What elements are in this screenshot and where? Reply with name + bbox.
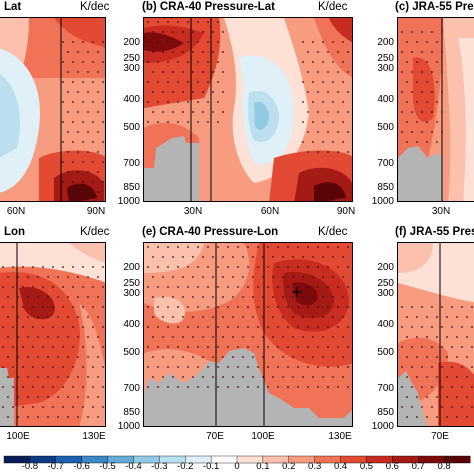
panel-f-ytick-400: 400 <box>377 319 394 330</box>
panel-c-ytick-500: 500 <box>377 122 394 133</box>
significance-stipple <box>62 41 104 193</box>
panel-c-xtick-0: 30N <box>431 206 451 217</box>
significance-stipple <box>147 246 349 388</box>
panel-f-xtick-0: 70E <box>431 431 449 442</box>
panel-c-ytick-700: 700 <box>377 158 394 169</box>
panel-f-ytick-250: 250 <box>377 278 394 289</box>
panel-f-ytick-200: 200 <box>377 262 394 273</box>
panel-c-ytick-850: 850 <box>377 182 394 193</box>
panel-f-ytick-300: 300 <box>377 288 394 299</box>
panel-b-ytick-200: 200 <box>123 37 140 48</box>
colorbar-tick-label: -0.6 <box>73 461 90 472</box>
panel-e-ytick-700: 700 <box>123 383 140 394</box>
panel-a-contours <box>0 18 105 201</box>
panel-f-ytick-500: 500 <box>377 347 394 358</box>
significance-stipple <box>147 21 224 123</box>
panel-c-title: (c) JRA-55 Pres <box>395 1 474 13</box>
panel-a-xtick-0: 60N <box>6 206 26 217</box>
panel-e-ytick-300: 300 <box>123 288 140 299</box>
panel-b-ytick-1000: 1000 <box>117 196 140 207</box>
colorbar-tick-label: -0.3 <box>151 461 168 472</box>
colorbar-tick-label: 0.7 <box>411 461 425 472</box>
panel-d-xtick-1: 130E <box>82 431 106 442</box>
panel-b-ytick-400: 400 <box>123 94 140 105</box>
panel-b-xtick-1: 60N <box>260 206 280 217</box>
panel-e-plot <box>143 242 353 427</box>
panel-c-plot <box>397 17 474 202</box>
panel-e-xtick-0: 70E <box>206 431 224 442</box>
panel-e-ytick-250: 250 <box>123 278 140 289</box>
colorbar-segment <box>443 455 471 464</box>
panel-b-ytick-300: 300 <box>123 63 140 74</box>
colorbar-tick-label: 0.1 <box>256 461 270 472</box>
colorbar-tick-label: -0.2 <box>177 461 194 472</box>
panel-a-xtick-1: 90N <box>86 206 106 217</box>
panel-e-xtick-2: 130E <box>328 431 352 442</box>
colorbar <box>3 455 471 464</box>
panel-b-xtick-0: 30N <box>183 206 203 217</box>
panel-c-ytick-300: 300 <box>377 63 394 74</box>
panel-d-unit: K/dec <box>80 226 110 238</box>
colorbar-tick-label: 0 <box>234 461 240 472</box>
panel-d-contours <box>0 243 105 426</box>
panel-b-ytick-700: 700 <box>123 158 140 169</box>
colorbar-tick-label: 0.5 <box>359 461 374 472</box>
colorbar-tick-label: -0.4 <box>125 461 142 472</box>
panel-e-xtick-1: 100E <box>251 431 275 442</box>
significance-stipple <box>302 41 349 153</box>
panel-f-contours <box>398 243 474 426</box>
colorbar-tick-label: 0.4 <box>333 461 348 472</box>
panel-b-title: (b) CRA-40 Pressure-Lat <box>142 1 275 13</box>
significance-stipple <box>2 266 104 418</box>
panel-b-ytick-500: 500 <box>123 122 140 133</box>
panel-b-ytick-850: 850 <box>123 182 140 193</box>
colorbar-tick-label: 0.3 <box>308 461 322 472</box>
panel-e-title: (e) CRA-40 Pressure-Lon <box>142 226 279 238</box>
panel-d-plot <box>0 242 106 427</box>
significance-stipple <box>401 306 473 418</box>
panel-a-plot <box>0 17 106 202</box>
panel-f-title: (f) JRA-55 Pres <box>395 226 474 238</box>
panel-f-ytick-850: 850 <box>377 407 394 418</box>
panel-e-ytick-500: 500 <box>123 347 140 358</box>
colorbar-tick-label: -0.1 <box>202 461 220 472</box>
panel-c-contours <box>398 18 474 201</box>
panel-f-plot <box>397 242 474 427</box>
panel-c-ytick-200: 200 <box>377 37 394 48</box>
colorbar-tick-label: -0.8 <box>21 461 39 472</box>
panel-d-title: Lon <box>4 226 26 238</box>
panel-f-ytick-700: 700 <box>377 383 394 394</box>
significance-stipple <box>401 31 443 143</box>
colorbar-tick-label: -0.7 <box>47 461 64 472</box>
panel-b-plot <box>143 17 353 202</box>
panel-a-unit: K/dec <box>80 1 110 13</box>
panel-c-ytick-250: 250 <box>377 53 394 64</box>
colorbar-tick-label: 0.8 <box>437 461 451 472</box>
panel-e-ytick-1000: 1000 <box>117 421 140 432</box>
panel-b-unit: K/dec <box>318 1 348 13</box>
colorbar-tick-label: 0.2 <box>282 461 296 472</box>
panel-b-contours <box>144 18 352 201</box>
panel-a-title: Lat <box>4 1 22 13</box>
panel-e-ytick-200: 200 <box>123 262 140 273</box>
panel-c-ytick-1000: 1000 <box>371 196 394 207</box>
panel-c-ytick-400: 400 <box>377 94 394 105</box>
panel-e-contours <box>144 243 352 426</box>
panel-b-ytick-250: 250 <box>123 53 140 64</box>
panel-f-ytick-1000: 1000 <box>371 421 394 432</box>
panel-e-unit: K/dec <box>318 226 348 238</box>
panel-e-ytick-400: 400 <box>123 319 140 330</box>
panel-b-xtick-2: 90N <box>336 206 356 217</box>
colorbar-tick-label: 0.6 <box>385 461 399 472</box>
panel-d-xtick-0: 100E <box>6 431 30 442</box>
colorbar-tick-label: -0.5 <box>99 461 116 472</box>
panel-e-ytick-850: 850 <box>123 407 140 418</box>
